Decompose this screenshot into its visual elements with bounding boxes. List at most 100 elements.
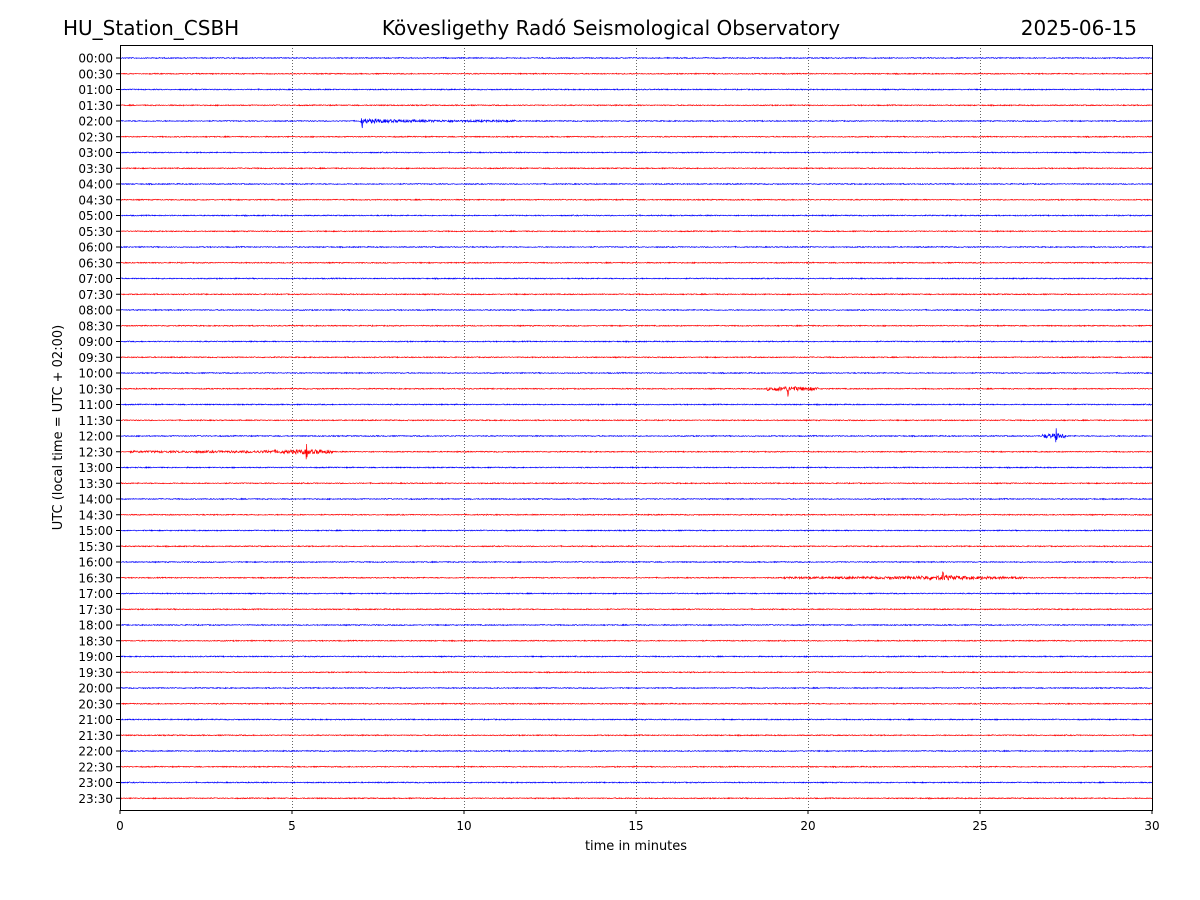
trace-2230 <box>119 765 1153 769</box>
x-tick-label: 15 <box>628 819 643 833</box>
trace-0800 <box>119 308 1153 312</box>
y-tick-label: 16:30 <box>78 571 113 585</box>
x-axis-label: time in minutes <box>585 839 687 854</box>
y-tick-label: 10:00 <box>78 367 113 381</box>
x-tick-label: 5 <box>288 819 296 833</box>
y-tick-label: 07:30 <box>78 288 113 302</box>
x-axis-ticks: 0 5 10 15 20 25 30 <box>116 810 1160 833</box>
y-tick-label: 10:30 <box>78 382 113 396</box>
y-tick-label: 08:00 <box>78 304 113 318</box>
y-tick-label: 22:30 <box>78 760 113 774</box>
trace-1330 <box>119 481 1153 485</box>
trace-0530 <box>119 229 1153 233</box>
trace-0100 <box>119 88 1153 91</box>
trace-1800 <box>119 623 1153 627</box>
y-tick-label: 11:30 <box>78 414 113 428</box>
trace-0900 <box>119 340 1153 343</box>
trace-1230 <box>119 443 1153 460</box>
trace-1430 <box>119 513 1153 517</box>
trace-1600 <box>119 560 1153 564</box>
y-tick-label: 12:00 <box>78 430 113 444</box>
trace-0700 <box>119 277 1153 280</box>
y-tick-label: 19:00 <box>78 650 113 664</box>
trace-1630 <box>119 571 1153 581</box>
trace-1300 <box>119 466 1153 469</box>
trace-0830 <box>119 324 1153 328</box>
trace-1100 <box>119 403 1153 406</box>
x-tick-label: 10 <box>456 819 471 833</box>
trace-0000 <box>119 56 1153 60</box>
chart-title: Kövesligethy Radó Seismological Observat… <box>381 16 841 40</box>
trace-2330 <box>119 796 1153 800</box>
y-tick-label: 23:30 <box>78 792 113 806</box>
plot-frame <box>120 45 1153 811</box>
y-tick-label: 14:00 <box>78 493 113 507</box>
y-tick-label: 20:30 <box>78 697 113 711</box>
y-tick-label: 20:00 <box>78 682 113 696</box>
y-tick-label: 17:30 <box>78 603 113 617</box>
trace-1030 <box>119 385 1153 397</box>
y-tick-label: 03:30 <box>78 162 113 176</box>
trace-lines <box>119 56 1153 800</box>
trace-1500 <box>119 529 1153 532</box>
trace-0500 <box>119 214 1152 217</box>
y-tick-label: 19:30 <box>78 666 113 680</box>
trace-0130 <box>119 103 1153 107</box>
trace-1400 <box>119 497 1153 501</box>
trace-2200 <box>119 749 1153 753</box>
y-tick-label: 06:00 <box>78 241 113 255</box>
trace-0630 <box>119 261 1153 265</box>
trace-1900 <box>119 655 1153 658</box>
y-tick-label: 18:00 <box>78 619 113 633</box>
y-tick-label: 11:00 <box>78 398 113 412</box>
y-tick-label: 08:30 <box>78 319 113 333</box>
y-tick-label: 09:00 <box>78 335 113 349</box>
y-tick-label: 04:00 <box>78 178 113 192</box>
y-tick-label: 16:00 <box>78 556 113 570</box>
y-tick-label: 21:30 <box>78 729 113 743</box>
trace-1730 <box>119 607 1153 611</box>
y-tick-label: 02:00 <box>78 115 113 129</box>
trace-2100 <box>119 718 1153 721</box>
trace-1000 <box>119 371 1153 375</box>
x-tick-label: 25 <box>972 819 987 833</box>
x-tick-label: 30 <box>1144 819 1159 833</box>
trace-2130 <box>119 733 1153 737</box>
trace-0300 <box>119 151 1153 154</box>
trace-1530 <box>119 544 1153 548</box>
y-tick-label: 18:30 <box>78 634 113 648</box>
y-tick-label: 00:30 <box>78 67 113 81</box>
y-tick-label: 01:00 <box>78 83 113 97</box>
y-axis-label: UTC (local time = UTC + 02:00) <box>51 325 66 530</box>
trace-0730 <box>119 292 1153 296</box>
y-tick-label: 04:30 <box>78 193 113 207</box>
y-tick-label: 05:00 <box>78 209 113 223</box>
chart-date: 2025-06-15 <box>1020 16 1137 40</box>
y-tick-label: 06:30 <box>78 256 113 270</box>
y-tick-label: 17:00 <box>78 587 113 601</box>
trace-0400 <box>119 182 1153 186</box>
trace-0600 <box>119 245 1152 249</box>
y-tick-label: 23:00 <box>78 776 113 790</box>
trace-0230 <box>119 135 1153 139</box>
y-tick-label: 03:00 <box>78 146 113 160</box>
trace-1200 <box>119 428 1153 443</box>
trace-1130 <box>119 418 1153 422</box>
trace-0200 <box>119 117 1153 129</box>
trace-0430 <box>119 198 1153 202</box>
y-tick-label: 13:00 <box>78 461 113 475</box>
trace-0030 <box>119 72 1153 76</box>
y-tick-label: 05:30 <box>78 225 113 239</box>
x-tick-label: 0 <box>116 819 124 833</box>
y-tick-label: 07:00 <box>78 272 113 286</box>
y-tick-label: 22:00 <box>78 745 113 759</box>
grid-lines <box>292 45 981 810</box>
trace-2300 <box>119 781 1153 784</box>
station-name: HU_Station_CSBH <box>63 16 240 40</box>
trace-1830 <box>119 639 1153 643</box>
trace-0930 <box>119 355 1153 359</box>
trace-0330 <box>119 166 1153 170</box>
trace-2000 <box>119 686 1153 690</box>
